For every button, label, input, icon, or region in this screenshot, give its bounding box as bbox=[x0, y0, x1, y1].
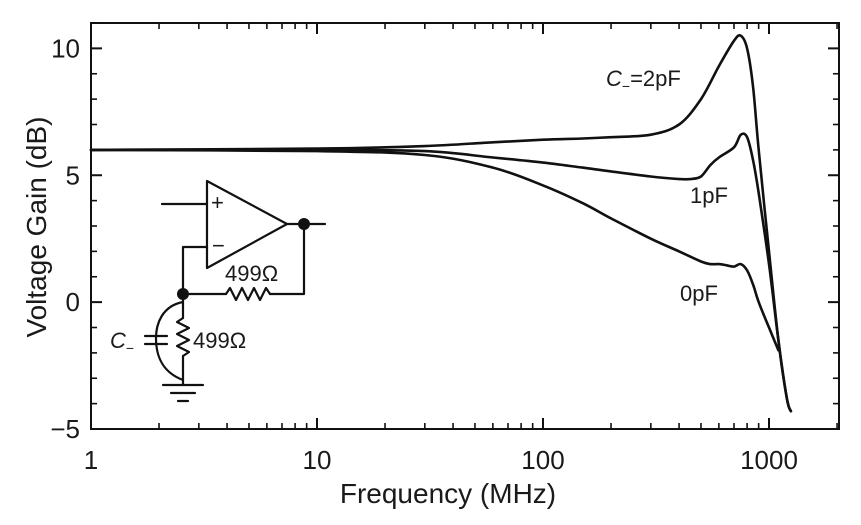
ground-resistor-label: 499Ω bbox=[193, 328, 246, 353]
series-line-0 bbox=[89, 33, 793, 413]
capacitor-label-sub: − bbox=[126, 340, 134, 356]
inset-schematic: + − 499Ω 499Ω C− bbox=[110, 179, 327, 403]
x-tick-label: 10 bbox=[303, 445, 332, 475]
feedback-wire-right bbox=[268, 222, 306, 296]
plot-frame bbox=[90, 22, 840, 430]
feedback-resistor bbox=[224, 286, 272, 302]
y-tick-label: −5 bbox=[50, 414, 80, 444]
x-tick-label: 100 bbox=[521, 445, 564, 475]
x-tick-label: 1 bbox=[84, 445, 98, 475]
annotation-0pf: 0pF bbox=[680, 281, 718, 306]
y-axis-title: Voltage Gain (dB) bbox=[21, 116, 52, 337]
parasitic-capacitor-wire bbox=[154, 300, 185, 382]
axis-ticks bbox=[90, 22, 839, 430]
ground-resistor bbox=[175, 316, 191, 358]
op-amp-symbol bbox=[205, 179, 289, 270]
axis-tick-labels: 1 10 100 1000 −5 0 5 10 bbox=[50, 33, 798, 475]
x-axis-title: Frequency (MHz) bbox=[340, 478, 556, 509]
capacitor-label-c: C bbox=[110, 328, 126, 353]
y-tick-label: 5 bbox=[66, 160, 80, 190]
series-line-1 bbox=[89, 132, 793, 413]
y-tick-label: 10 bbox=[51, 33, 80, 63]
op-amp-minus-label: − bbox=[212, 233, 225, 258]
series-lines bbox=[89, 33, 793, 413]
inverting-input-wire bbox=[181, 245, 209, 296]
series-line-2 bbox=[89, 148, 780, 352]
annotation-1pf: 1pF bbox=[690, 183, 728, 208]
annotation-2pf: C−=2pF bbox=[606, 66, 681, 94]
capacitor-label: C− bbox=[110, 328, 134, 356]
y-tick-label: 0 bbox=[66, 287, 80, 317]
op-amp-plus-label: + bbox=[211, 190, 224, 215]
annotation-2pf-c: C bbox=[606, 66, 622, 91]
annotation-2pf-value: =2pF bbox=[630, 66, 681, 91]
feedback-resistor-label: 499Ω bbox=[225, 261, 278, 286]
x-tick-label: 1000 bbox=[740, 445, 798, 475]
annotation-2pf-sub: − bbox=[622, 78, 630, 94]
